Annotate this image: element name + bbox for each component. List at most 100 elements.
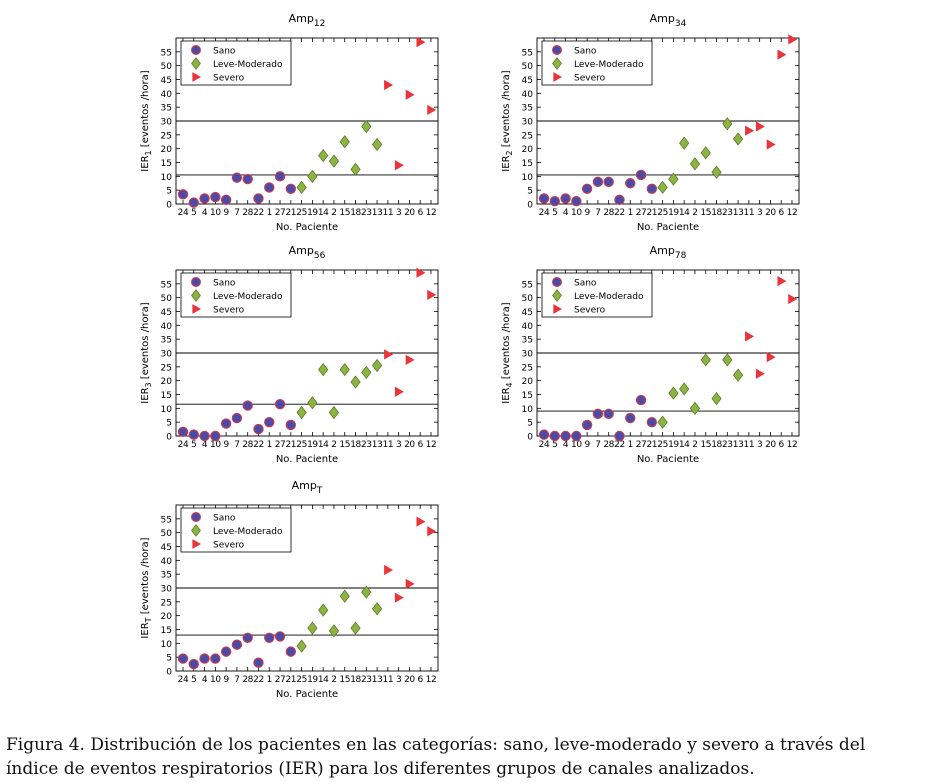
x-tick-label: 20: [404, 208, 415, 218]
series-leve-moderado: [296, 358, 383, 420]
x-tick-label: 19: [668, 208, 679, 218]
x-tick-label: 18: [350, 675, 361, 685]
x-tick-label: 13: [372, 675, 383, 685]
x-tick-label: 9: [584, 208, 590, 218]
x-tick-label: 4: [202, 208, 208, 218]
data-point-severo: [394, 592, 404, 603]
data-point-sano: [264, 632, 275, 644]
data-point-leve-moderado: [679, 136, 690, 150]
x-axis-label: No. Paciente: [276, 689, 338, 700]
data-point-leve-moderado: [668, 172, 679, 186]
x-tick-label: 4: [202, 440, 208, 450]
data-point-severo: [777, 275, 787, 287]
legend: Sano Leve-Moderado Severo: [541, 272, 653, 318]
data-point-severo: [416, 267, 426, 278]
figure-caption: Figura 4. Distribución de los pacientes …: [6, 733, 941, 781]
y-tick-label: 40: [522, 322, 534, 332]
y-tick-label: 30: [161, 585, 173, 595]
y-tick-label: 35: [522, 336, 533, 346]
y-tick-label: 50: [522, 62, 534, 72]
y-axis-label-subscript: 2: [505, 150, 514, 155]
data-point-severo: [384, 79, 394, 91]
y-tick-label: 25: [161, 598, 172, 608]
data-point-leve-moderado: [296, 639, 307, 653]
x-tick-label: 22: [253, 675, 264, 685]
x-tick-label: 20: [765, 208, 776, 218]
x-tick-label: 23: [722, 208, 733, 218]
x-tick-label: 9: [223, 208, 229, 218]
x-tick-label: 25: [657, 440, 668, 450]
y-tick-label: 50: [161, 62, 173, 72]
x-tick-label: 7: [234, 675, 239, 685]
y-axis-label-units: [eventos /hora]: [501, 70, 512, 150]
data-point-severo: [788, 34, 798, 45]
y-tick-label: 35: [161, 336, 172, 346]
data-point-leve-moderado: [339, 362, 350, 377]
x-tick-label: 14: [679, 208, 690, 218]
x-tick-label: 1: [267, 675, 272, 685]
x-tick-label: 10: [571, 208, 582, 218]
data-point-sano: [231, 639, 243, 650]
x-tick-label: 1: [628, 208, 633, 218]
x-tick-label: 10: [210, 675, 221, 685]
y-tick-label: 40: [161, 90, 173, 100]
x-tick-label: 10: [210, 208, 221, 218]
x-tick-label: 28: [603, 208, 614, 218]
data-point-sano: [592, 408, 604, 420]
x-tick-label: 23: [361, 675, 372, 685]
data-point-severo: [416, 37, 426, 48]
series-sano: [538, 169, 658, 207]
y-axis-label-units: [eventos /hora]: [140, 302, 151, 382]
x-tick-label: 5: [552, 208, 557, 218]
y-tick-label: 25: [522, 131, 533, 141]
x-tick-label: 22: [614, 208, 625, 218]
data-point-sano: [177, 426, 189, 438]
x-tick-label: 15: [700, 440, 711, 450]
legend: Sano Leve-Moderado Severo: [180, 40, 292, 86]
y-tick-label: 0: [166, 433, 172, 443]
x-tick-label: 20: [404, 675, 415, 685]
series-sano: [177, 631, 297, 670]
x-tick-label: 4: [563, 440, 569, 450]
x-tick-label: 18: [711, 440, 722, 450]
x-tick-label: 7: [595, 440, 600, 450]
legend-label-leve-moderado: Leve-Moderado: [213, 527, 283, 537]
legend-label-severo: Severo: [574, 306, 606, 316]
x-tick-label: 27: [275, 440, 286, 450]
x-tick-label: 28: [603, 440, 614, 450]
x-tick-label: 14: [318, 440, 329, 450]
series-severo: [384, 516, 437, 603]
x-tick-label: 2: [331, 208, 336, 218]
data-point-severo: [427, 289, 437, 301]
x-tick-label: 13: [733, 440, 744, 450]
data-point-leve-moderado: [657, 415, 668, 429]
data-point-severo: [384, 564, 394, 576]
y-tick-label: 10: [161, 173, 173, 183]
data-point-sano: [199, 193, 210, 204]
y-tick-label: 15: [161, 626, 172, 636]
x-tick-label: 18: [350, 208, 361, 218]
x-tick-label: 7: [595, 208, 600, 218]
chart-title-subscript: 34: [675, 19, 687, 29]
y-tick-label: 20: [161, 377, 173, 387]
y-tick-label: 0: [527, 433, 533, 443]
legend: Sano Leve-Moderado Severo: [180, 507, 292, 553]
data-point-leve-moderado: [732, 368, 744, 382]
data-point-sano: [549, 430, 560, 442]
x-tick-label: 5: [191, 440, 196, 450]
y-tick-label: 45: [161, 76, 172, 86]
chart-title-main: Amp: [289, 12, 314, 25]
y-axis-label-main: IER: [501, 155, 512, 171]
series-severo: [745, 34, 798, 150]
y-tick-label: 50: [522, 294, 534, 304]
data-point-sano: [625, 412, 636, 424]
x-tick-label: 19: [307, 675, 318, 685]
x-tick-label: 11: [383, 208, 394, 218]
data-point-sano: [635, 394, 647, 406]
x-tick-label: 6: [779, 208, 785, 218]
data-point-sano: [614, 430, 625, 442]
legend-label-sano: Sano: [574, 47, 597, 57]
y-axis-label-units: [eventos /hora]: [140, 70, 151, 150]
x-tick-label: 4: [202, 675, 208, 685]
